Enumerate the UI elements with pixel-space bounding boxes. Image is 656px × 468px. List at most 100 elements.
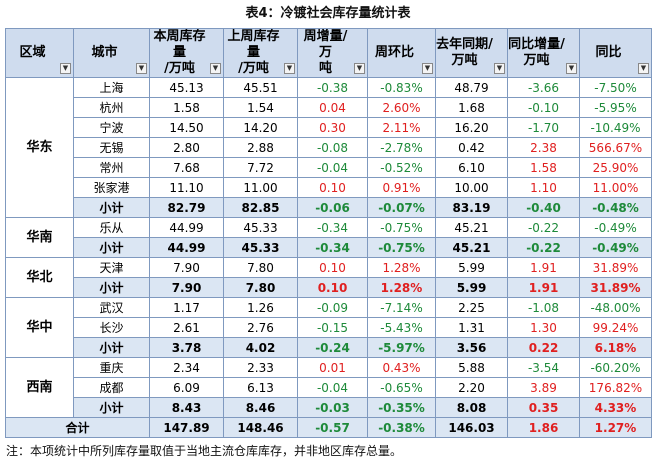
- value-cell: 5.88: [435, 357, 508, 378]
- total-value: 147.89: [149, 417, 224, 438]
- value-cell: -0.75%: [367, 217, 436, 238]
- value-cell: 0.91%: [367, 177, 436, 198]
- subtotal-value: 0.35: [507, 397, 580, 418]
- value-cell: 11.00: [223, 177, 298, 198]
- total-row: 合计 147.89 148.46 -0.57 -0.38% 146.03 1.86 1.27%: [5, 417, 652, 438]
- subtotal-value: -0.24: [297, 337, 368, 358]
- value-cell: 0.01: [297, 357, 368, 378]
- value-cell: 16.20: [435, 117, 508, 138]
- filter-dropdown-icon[interactable]: ▼: [60, 63, 71, 74]
- filter-dropdown-icon[interactable]: ▼: [284, 63, 295, 74]
- value-cell: 1.31: [435, 317, 508, 338]
- subtotal-label: 小计: [73, 277, 150, 298]
- subtotal-value: -0.49%: [579, 237, 652, 258]
- table-row: 宁波 14.50 14.20 0.30 2.11% 16.20 -1.70 -10.49%: [6, 117, 652, 138]
- subtotal-value: 7.80: [223, 277, 298, 298]
- value-cell: 14.20: [223, 117, 298, 138]
- table-row: 华北 天津 7.90 7.80 0.10 1.28% 5.99 1.91 31.89%: [5, 257, 652, 298]
- total-value: 148.46: [223, 417, 298, 438]
- subtotal-value: 45.33: [223, 237, 298, 258]
- value-cell: -10.49%: [579, 117, 652, 138]
- filter-dropdown-icon[interactable]: ▼: [210, 63, 221, 74]
- column-header-label: 周环比: [374, 45, 414, 60]
- value-cell: 2.33: [223, 357, 298, 378]
- subtotal-value: -0.22: [507, 237, 580, 258]
- subtotal-value: 82.79: [149, 197, 224, 218]
- value-cell: 0.04: [297, 97, 368, 118]
- subtotal-value: 82.85: [223, 197, 298, 218]
- value-cell: 2.80: [149, 137, 224, 158]
- inventory-table: 区域 ▼ 城市 ▼ 本周库存量 /万吨 ▼ 上周库存量 /万吨 ▼ 周增量/万 吨 ▼ 周环比 ▼ 去年…: [5, 28, 652, 438]
- value-cell: -60.20%: [579, 357, 652, 378]
- value-cell: 1.58: [507, 157, 580, 178]
- filter-dropdown-icon[interactable]: ▼: [566, 63, 577, 74]
- value-cell: -0.09: [297, 297, 368, 318]
- value-cell: 7.72: [223, 157, 298, 178]
- subtotal-row: 小计 82.79 82.85 -0.06 -0.07% 83.19 -0.40 -0.48%: [6, 197, 652, 218]
- column-header: 周环比 ▼: [367, 28, 436, 78]
- value-cell: 2.60%: [367, 97, 436, 118]
- value-cell: -1.70: [507, 117, 580, 138]
- table-row: 西南 重庆 2.34 2.33 0.01 0.43% 5.88 -3.54 -60.20%: [5, 357, 652, 418]
- value-cell: -48.00%: [579, 297, 652, 318]
- filter-dropdown-icon[interactable]: ▼: [136, 63, 147, 74]
- subtotal-value: 8.43: [149, 397, 224, 418]
- header-row: 区域 ▼ 城市 ▼ 本周库存量 /万吨 ▼ 上周库存量 /万吨 ▼ 周增量/万 吨 ▼ 周环比 ▼ 去年…: [5, 28, 652, 78]
- value-cell: 6.10: [435, 157, 508, 178]
- value-cell: -0.08: [297, 137, 368, 158]
- subtotal-value: -0.03: [297, 397, 368, 418]
- value-cell: 1.68: [435, 97, 508, 118]
- column-header-label: 同比: [595, 45, 622, 60]
- column-header-label: 上周库存量 /万吨: [227, 29, 280, 77]
- subtotal-value: -0.34: [297, 237, 368, 258]
- subtotal-row: 小计 3.78 4.02 -0.24 -5.97% 3.56 0.22 6.18%: [6, 337, 652, 358]
- column-header: 去年同期/ 万吨 ▼: [435, 28, 508, 78]
- subtotal-label: 小计: [73, 397, 150, 418]
- value-cell: 2.25: [435, 297, 508, 318]
- column-header-label: 去年同期/ 万吨: [436, 37, 493, 68]
- city-cell: 常州: [73, 157, 150, 178]
- city-cell: 武汉: [73, 297, 150, 318]
- value-cell: 1.10: [507, 177, 580, 198]
- column-header: 区域 ▼: [5, 28, 74, 78]
- filter-dropdown-icon[interactable]: ▼: [354, 63, 365, 74]
- value-cell: 6.09: [149, 377, 224, 398]
- value-cell: -3.66: [507, 77, 580, 98]
- subtotal-row: 小计 7.90 7.80 0.10 1.28% 5.99 1.91 31.89%: [6, 277, 652, 298]
- city-cell: 天津: [73, 257, 150, 278]
- column-header-label: 周增量/万 吨: [303, 29, 348, 77]
- city-cell: 长沙: [73, 317, 150, 338]
- filter-dropdown-icon[interactable]: ▼: [422, 63, 433, 74]
- subtotal-row: 小计 44.99 45.33 -0.34 -0.75% 45.21 -0.22 -0.49%: [6, 237, 652, 258]
- value-cell: 0.30: [297, 117, 368, 138]
- subtotal-value: -0.06: [297, 197, 368, 218]
- value-cell: 25.90%: [579, 157, 652, 178]
- subtotal-value: -0.35%: [367, 397, 436, 418]
- total-value: 146.03: [435, 417, 508, 438]
- value-cell: -3.54: [507, 357, 580, 378]
- value-cell: -0.65%: [367, 377, 436, 398]
- value-cell: -0.04: [297, 377, 368, 398]
- value-cell: 1.17: [149, 297, 224, 318]
- filter-dropdown-icon[interactable]: ▼: [638, 63, 649, 74]
- value-cell: 2.61: [149, 317, 224, 338]
- subtotal-value: 45.21: [435, 237, 508, 258]
- value-cell: 44.99: [149, 217, 224, 238]
- subtotal-value: 3.78: [149, 337, 224, 358]
- filter-dropdown-icon[interactable]: ▼: [494, 63, 505, 74]
- total-value: -0.38%: [367, 417, 436, 438]
- column-header-label: 城市: [91, 45, 118, 60]
- subtotal-value: 4.33%: [579, 397, 652, 418]
- value-cell: -7.50%: [579, 77, 652, 98]
- value-cell: -5.95%: [579, 97, 652, 118]
- region-cell: 西南: [5, 357, 74, 418]
- table-row: 成都 6.09 6.13 -0.04 -0.65% 2.20 3.89 176.82%: [6, 377, 652, 398]
- city-cell: 杭州: [73, 97, 150, 118]
- value-cell: 10.00: [435, 177, 508, 198]
- region-cell: 华北: [5, 257, 74, 298]
- value-cell: 7.80: [223, 257, 298, 278]
- value-cell: 45.33: [223, 217, 298, 238]
- value-cell: -0.15: [297, 317, 368, 338]
- subtotal-value: 3.56: [435, 337, 508, 358]
- value-cell: 2.34: [149, 357, 224, 378]
